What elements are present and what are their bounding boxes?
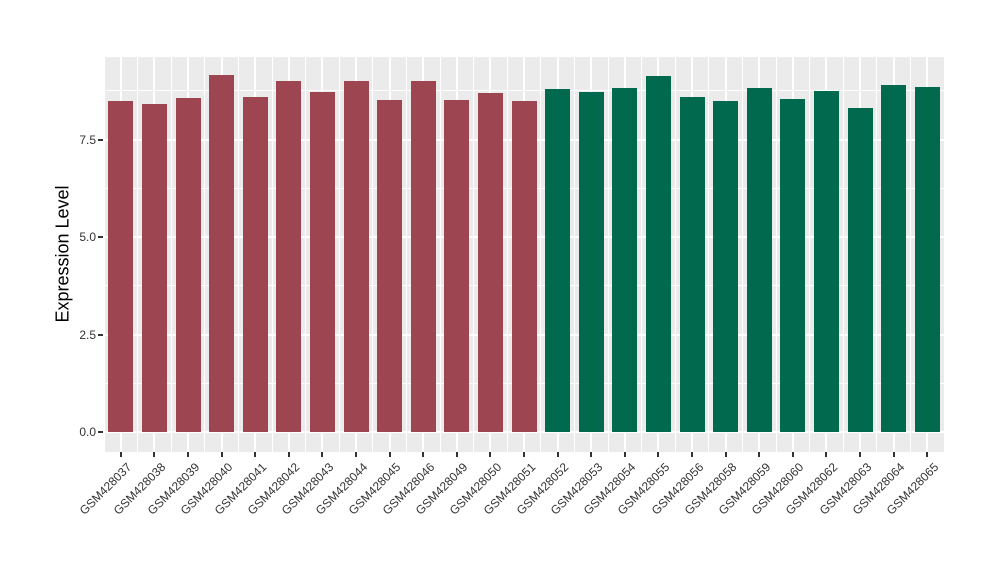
- x-axis-tick: [355, 452, 357, 457]
- x-axis-tick: [926, 452, 929, 457]
- x-axis-tick: [758, 452, 761, 457]
- x-axis-tick: [892, 452, 895, 457]
- gridline-minor-vertical: [641, 57, 643, 452]
- y-axis-tick: [98, 333, 103, 336]
- bar-GSM428065: [914, 86, 940, 432]
- gridline-minor-vertical: [540, 57, 542, 452]
- gridline-minor-vertical: [876, 57, 878, 452]
- bar-GSM428051: [511, 100, 537, 432]
- bar-GSM428039: [175, 98, 201, 432]
- x-axis-tick: [254, 452, 257, 457]
- gridline-minor-vertical: [506, 57, 508, 452]
- bar-GSM428064: [881, 84, 907, 432]
- x-axis-tick: [724, 452, 727, 457]
- gridline-minor-vertical: [909, 57, 911, 452]
- gridline-minor-vertical: [372, 57, 374, 452]
- y-tick-label: 0.0: [79, 425, 96, 439]
- bar-GSM428046: [410, 80, 436, 432]
- gridline-minor-vertical: [775, 57, 777, 452]
- gridline-minor-vertical: [473, 57, 475, 452]
- x-axis-tick: [153, 452, 156, 457]
- bar-GSM428052: [545, 89, 571, 432]
- x-axis-tick: [388, 452, 391, 457]
- bar-GSM428056: [679, 97, 705, 432]
- bar-GSM428053: [578, 92, 604, 432]
- gridline-minor-vertical: [943, 57, 945, 452]
- gridline-minor-vertical: [170, 57, 172, 452]
- x-axis-tick: [119, 452, 122, 457]
- x-axis-tick: [556, 452, 559, 457]
- bar-GSM428045: [377, 100, 403, 432]
- y-tick-label: 5.0: [79, 230, 96, 244]
- gridline-minor-vertical: [842, 57, 844, 452]
- gridline-minor-vertical: [809, 57, 811, 452]
- bar-GSM428055: [645, 75, 671, 432]
- y-tick-label: 2.5: [79, 327, 96, 342]
- gridline-minor-vertical: [103, 57, 105, 452]
- x-axis-tick: [220, 452, 223, 457]
- bar-GSM428042: [276, 81, 302, 432]
- bar-GSM428041: [242, 96, 268, 432]
- x-axis-tick: [187, 452, 189, 457]
- x-axis-tick: [859, 452, 861, 457]
- bar-GSM428043: [309, 92, 335, 432]
- gridline-minor-vertical: [573, 57, 575, 452]
- y-axis-tick: [98, 138, 103, 141]
- gridline-minor-vertical: [204, 57, 206, 452]
- gridline-minor-vertical: [439, 57, 441, 452]
- y-axis-title: Expression Level: [52, 185, 73, 323]
- y-tick-label: 7.5: [79, 132, 96, 147]
- gridline-minor-vertical: [137, 57, 139, 452]
- bar-GSM428058: [713, 100, 739, 432]
- x-axis-tick: [523, 452, 525, 457]
- bar-GSM428062: [813, 91, 839, 432]
- x-axis-tick: [321, 452, 324, 457]
- y-axis-tick: [98, 431, 103, 433]
- bar-GSM428044: [343, 81, 369, 432]
- gridline-minor-vertical: [237, 57, 239, 452]
- plot-panel: [103, 57, 945, 452]
- gridline-minor-vertical: [741, 57, 743, 452]
- gridline-minor-vertical: [338, 57, 340, 452]
- gridline-minor-vertical: [607, 57, 609, 452]
- x-axis-tick: [791, 452, 794, 457]
- bar-GSM428059: [746, 87, 772, 432]
- gridline-minor-vertical: [405, 57, 407, 452]
- x-axis-tick: [489, 452, 492, 457]
- bar-GSM428040: [209, 75, 235, 432]
- x-axis-tick: [691, 452, 693, 457]
- x-axis-tick: [455, 452, 458, 457]
- gridline-minor-vertical: [708, 57, 710, 452]
- x-axis-tick: [422, 452, 425, 457]
- gridline-minor-vertical: [305, 57, 307, 452]
- bar-GSM428037: [108, 100, 134, 432]
- gridline-minor-vertical: [271, 57, 273, 452]
- gridline-minor-vertical: [674, 57, 676, 452]
- bar-GSM428050: [477, 93, 503, 432]
- bar-GSM428060: [780, 99, 806, 432]
- x-axis-tick: [825, 452, 828, 457]
- bar-GSM428063: [847, 108, 873, 432]
- x-axis-tick: [657, 452, 660, 457]
- bar-GSM428038: [141, 104, 167, 432]
- bar-GSM428054: [612, 88, 638, 432]
- x-axis-tick: [287, 452, 290, 457]
- y-axis-tick: [98, 236, 103, 238]
- x-axis-tick: [590, 452, 593, 457]
- x-axis-tick: [623, 452, 626, 457]
- bar-GSM428049: [444, 100, 470, 432]
